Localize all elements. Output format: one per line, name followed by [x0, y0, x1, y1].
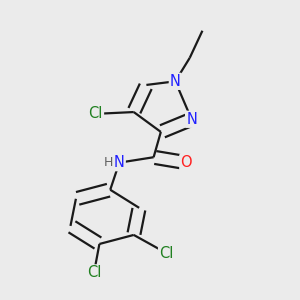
Text: N: N [114, 155, 125, 170]
Text: Cl: Cl [159, 245, 173, 260]
Text: Cl: Cl [87, 266, 101, 280]
Text: N: N [170, 74, 181, 89]
Text: O: O [180, 155, 192, 170]
Text: Cl: Cl [88, 106, 103, 122]
Text: N: N [186, 112, 197, 127]
Text: H: H [104, 156, 113, 169]
